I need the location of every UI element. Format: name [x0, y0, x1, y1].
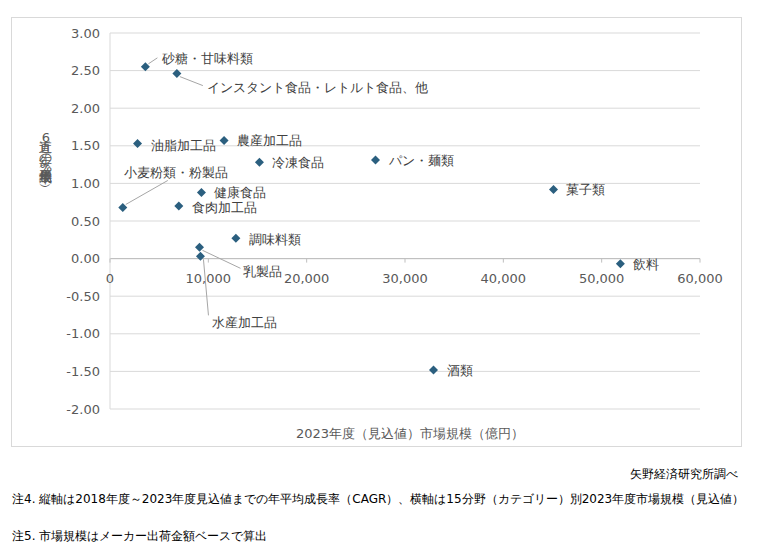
leader-line: [202, 250, 240, 268]
x-tick: [405, 259, 406, 263]
grid-line: [110, 108, 700, 109]
grid-line: [110, 183, 700, 184]
point-label: 小麦粉類・粉製品: [124, 165, 228, 180]
point-label: 乳製品: [243, 264, 282, 279]
grid-line: [110, 70, 700, 71]
x-tick-label: 30,000: [382, 271, 428, 286]
grid-line: [110, 333, 700, 334]
x-tick: [306, 259, 307, 263]
point: [174, 201, 183, 210]
x-tick-label: 0: [106, 271, 114, 286]
grid-line: [110, 296, 700, 297]
point-label: 飲料: [633, 257, 659, 272]
leader-line: [203, 259, 208, 315]
note: 注4. 縦軸は2018年度～2023年度見込値までの年平均成長率（CAGR）、横…: [12, 491, 747, 508]
y-axis: [110, 33, 111, 409]
point: [197, 188, 206, 197]
source: 矢野経済研究所調べ: [630, 467, 738, 481]
point: [220, 136, 229, 145]
y-tick-label: 2.00: [71, 101, 100, 116]
points: [118, 62, 625, 374]
leader-line: [180, 77, 203, 86]
point-label: 菓子類: [566, 182, 605, 197]
point: [371, 156, 380, 165]
y-tick-label: -0.50: [66, 289, 100, 304]
x-tick: [208, 259, 209, 263]
y-tick-label: 0.00: [71, 251, 100, 266]
point-label: 調味料類: [249, 232, 301, 247]
point-label: インスタント食品・レトルト食品、他: [207, 80, 428, 95]
y-tick-label: 2.50: [71, 63, 100, 78]
leader-line: [148, 58, 157, 64]
x-tick: [503, 259, 504, 263]
point-label: 農産加工品: [237, 133, 302, 148]
point: [429, 365, 438, 374]
grid-line: [110, 33, 700, 34]
point-label: 冷凍食品: [272, 155, 324, 170]
x-tick: [700, 259, 701, 263]
grid-line: [110, 221, 700, 222]
point: [255, 158, 264, 167]
chart: -2.00 -1.50 -1.00 -0.50 0.00 0.50 1.00 1.50 2.00…: [0, 0, 761, 553]
point-label: 健康食品: [214, 185, 266, 200]
x-tick-label: 60,000: [677, 271, 723, 286]
point-label: 砂糖・甘味料類: [161, 51, 253, 66]
y-tick-label: -1.00: [66, 326, 100, 341]
point: [549, 185, 558, 194]
x-tick: [601, 259, 602, 263]
x-tick-label: 40,000: [481, 271, 527, 286]
grid-line: [110, 371, 700, 372]
note: 注5. 市場規模はメーカー出荷金額ベースで算出: [12, 528, 747, 545]
point-label: パン・麺類: [388, 153, 454, 168]
y-tick-label: -2.00: [66, 402, 100, 417]
y-axis-title: 直近6年の年平均成長率（%）: [39, 130, 54, 187]
point: [133, 139, 142, 148]
point-label: 水産加工品: [212, 315, 277, 330]
x-tick-label: 10,000: [186, 271, 232, 286]
leader-line: [126, 180, 168, 204]
point: [231, 234, 240, 243]
y-tick-label: 1.50: [71, 138, 100, 153]
point-label: 酒類: [447, 363, 473, 378]
y-tick-label: -1.50: [66, 364, 100, 379]
chart-frame: [12, 18, 742, 447]
point-label: 油脂加工品: [151, 138, 216, 153]
x-tick: [110, 259, 111, 263]
x-tick-label: 20,000: [284, 271, 330, 286]
point-label: 食肉加工品: [192, 200, 257, 215]
y-tick-label: 0.50: [71, 214, 100, 229]
y-tick-label: 1.00: [71, 176, 100, 191]
x-axis-title: 2023年度（見込値）市場規模（億円）: [296, 426, 524, 441]
point: [616, 259, 625, 268]
grid-line: [110, 409, 700, 410]
y-tick-label: 3.00: [71, 26, 100, 41]
x-tick-label: 50,000: [579, 271, 625, 286]
